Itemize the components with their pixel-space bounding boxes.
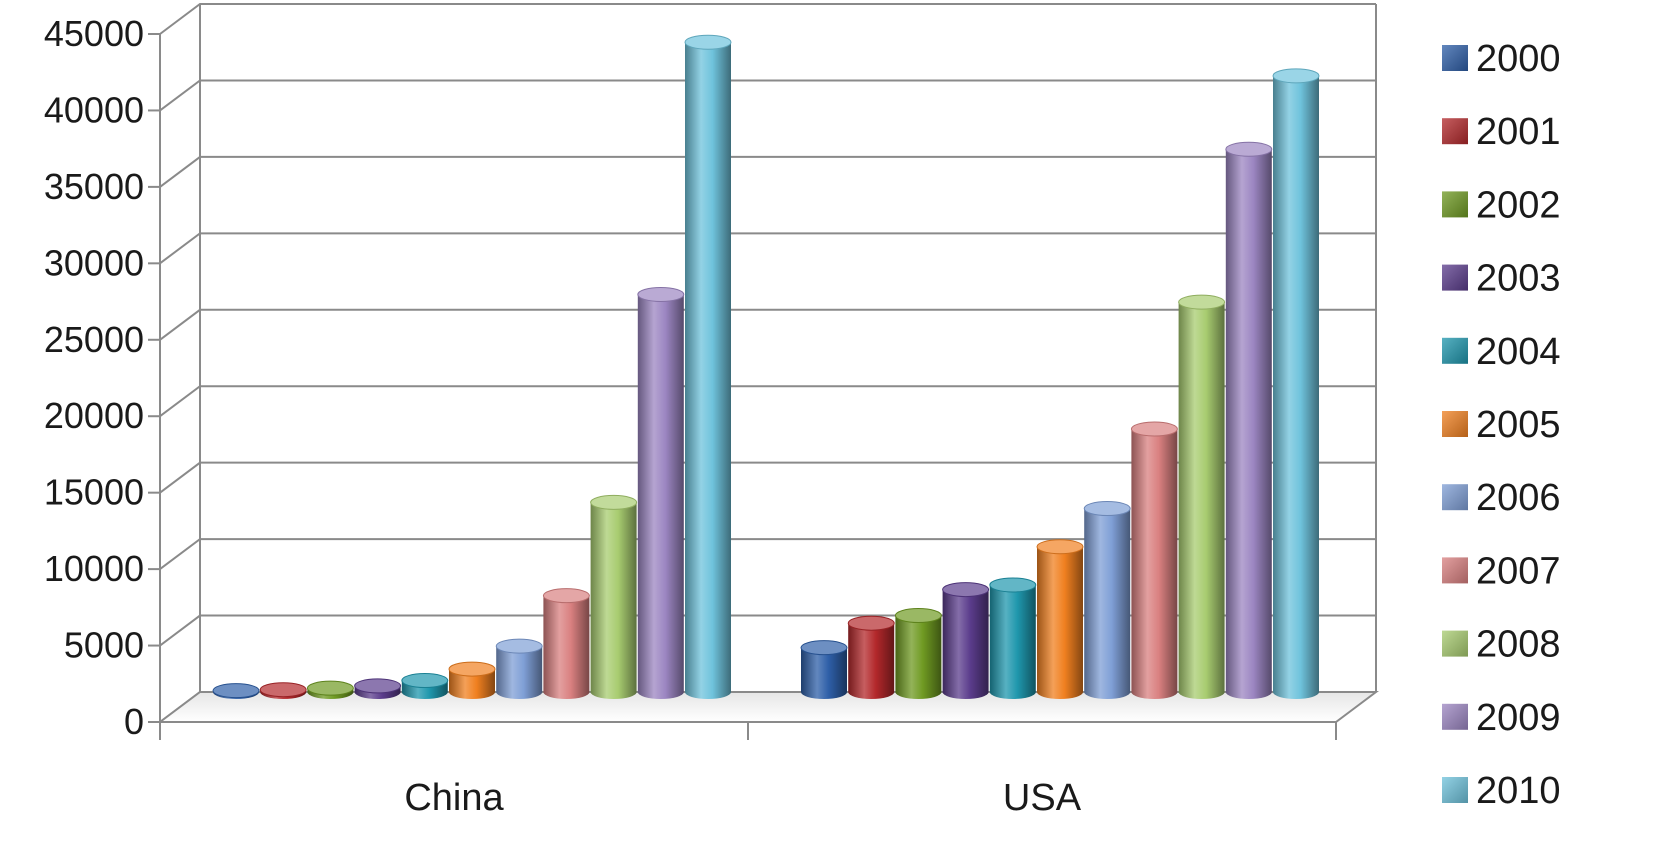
legend-swatch <box>1442 484 1468 511</box>
labels: 0 5000 10000 15000 20000 25000 30000 35000 40000… <box>44 13 1082 819</box>
gridline <box>159 155 1376 188</box>
y-tick-label: 40000 <box>44 89 144 130</box>
legend-swatch <box>1442 191 1468 218</box>
legend-swatch <box>1442 411 1468 437</box>
bar-usa-2006 <box>1083 501 1131 699</box>
bar-usa-2005 <box>1036 539 1084 699</box>
legend-swatch <box>1442 557 1468 584</box>
bar-china-2002 <box>306 680 354 699</box>
bar-china-2005 <box>448 661 496 699</box>
gridline <box>159 79 1376 112</box>
legend-item-2001: 2001 <box>1442 111 1561 153</box>
legend-swatch <box>1442 264 1468 291</box>
bar-china-2009 <box>637 286 685 699</box>
bar-usa-2010 <box>1272 68 1320 699</box>
legend-swatch <box>1442 337 1468 364</box>
legend-label: 2009 <box>1476 697 1561 739</box>
legend-swatch <box>1442 45 1468 71</box>
bar-usa-2004 <box>989 577 1037 699</box>
legend-item-2007: 2007 <box>1442 550 1561 592</box>
legend-item-2005: 2005 <box>1442 404 1561 446</box>
legend-label: 2006 <box>1476 477 1561 519</box>
bar-china-2001 <box>259 682 307 699</box>
x-category-label: USA <box>1003 777 1082 819</box>
y-tick-label: 0 <box>124 701 144 742</box>
legend-swatch <box>1442 630 1468 657</box>
legend-label: 2005 <box>1476 404 1561 446</box>
legend-item-2008: 2008 <box>1442 624 1561 666</box>
legend-swatch <box>1442 777 1468 803</box>
y-tick-label: 15000 <box>44 472 144 513</box>
axes <box>148 33 1337 740</box>
bar-usa-2008 <box>1178 294 1226 699</box>
y-tick-label: 30000 <box>44 242 144 283</box>
gridline <box>159 232 1376 265</box>
bar-china-2006 <box>495 638 543 699</box>
y-tick-label: 5000 <box>64 625 144 666</box>
legend-label: 2007 <box>1476 550 1561 592</box>
bar-china-2010 <box>684 34 732 699</box>
gridlines <box>157 3 1379 723</box>
gridline <box>159 3 1376 35</box>
bar-china-2007 <box>542 588 590 699</box>
bar-usa-2003 <box>942 582 990 699</box>
legend-item-2003: 2003 <box>1442 258 1561 300</box>
bar-china-2004 <box>401 673 449 699</box>
legend-item-2002: 2002 <box>1442 184 1561 226</box>
y-tick-label: 25000 <box>44 319 144 360</box>
legend-item-2000: 2000 <box>1442 38 1561 80</box>
legend-label: 2004 <box>1476 331 1561 373</box>
legend-item-2010: 2010 <box>1442 770 1561 812</box>
bars <box>212 34 1320 699</box>
legend-item-2009: 2009 <box>1442 697 1561 739</box>
legend-label: 2008 <box>1476 624 1561 666</box>
legend-label: 2001 <box>1476 111 1561 153</box>
legend-swatch <box>1442 118 1468 145</box>
legend-label: 2003 <box>1476 258 1561 300</box>
bar-china-2000 <box>212 683 260 699</box>
y-tick-label: 10000 <box>44 548 144 589</box>
legend-label: 2010 <box>1476 770 1561 812</box>
legend: 2000 2001 2002 2003 2004 2005 2006 2007 2008 2009… <box>1442 38 1561 812</box>
legend-item-2004: 2004 <box>1442 331 1561 373</box>
y-tick-label: 35000 <box>44 166 144 207</box>
x-category-label: China <box>404 777 504 819</box>
bar-usa-2002 <box>894 608 942 699</box>
y-tick-label: 20000 <box>44 395 144 436</box>
legend-label: 2002 <box>1476 184 1561 226</box>
y-tick-label: 45000 <box>44 13 144 54</box>
bar-usa-2009 <box>1225 141 1273 699</box>
bar-usa-2000 <box>800 640 848 699</box>
legend-label: 2000 <box>1476 38 1561 80</box>
legend-item-2006: 2006 <box>1442 477 1561 519</box>
bar-china-2008 <box>590 494 638 699</box>
bar-usa-2001 <box>847 615 895 699</box>
bar-china-2003 <box>354 678 402 699</box>
bar-usa-2007 <box>1130 421 1178 699</box>
legend-swatch <box>1442 703 1468 730</box>
